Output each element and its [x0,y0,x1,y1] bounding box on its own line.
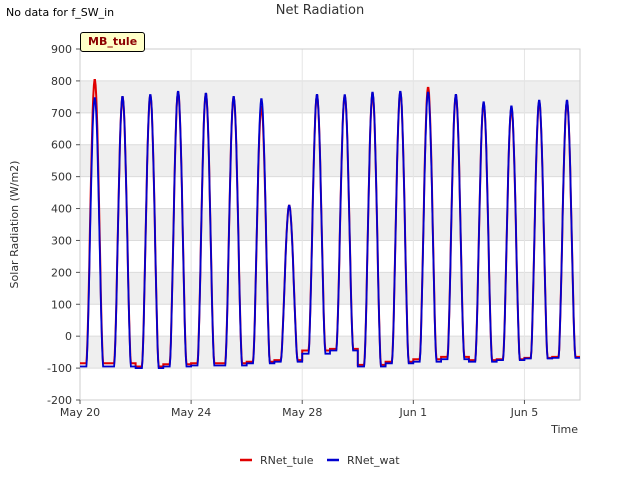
y-tick-label: 700 [51,107,72,120]
y-tick-label: -200 [47,394,72,407]
x-tick-label: May 24 [171,406,211,419]
legend-label-RNet_wat: RNet_wat [347,454,400,467]
y-tick-label: 300 [51,234,72,247]
series-line-RNet_wat [80,90,580,369]
x-tick-label: Jun 5 [510,406,539,419]
plot-frame [79,48,581,401]
grid-band [80,144,580,177]
site-badge: MB_tule [80,32,146,52]
y-tick-label: 0 [65,330,72,343]
grid-band [80,208,580,241]
x-axis-label: Time [550,423,578,436]
y-tick-label: 900 [51,43,72,56]
y-tick-label: 800 [51,75,72,88]
x-tick-label: May 20 [60,406,100,419]
x-tick-label: May 28 [282,406,322,419]
y-axis-label: Solar Radiation (W/m2) [8,161,21,289]
legend-label-RNet_tule: RNet_tule [260,454,314,467]
y-tick-label: 400 [51,203,72,216]
grid-band [80,272,580,305]
no-data-note: No data for f_SW_in [6,6,115,19]
y-tick-label: 200 [51,266,72,279]
grid-band [80,80,580,113]
y-tick-label: 100 [51,298,72,311]
chart-title: Net Radiation [275,3,365,18]
y-tick-label: 600 [51,139,72,152]
y-tick-label: -100 [47,362,72,375]
x-tick-label: Jun 1 [398,406,427,419]
y-tick-label: 500 [51,171,72,184]
